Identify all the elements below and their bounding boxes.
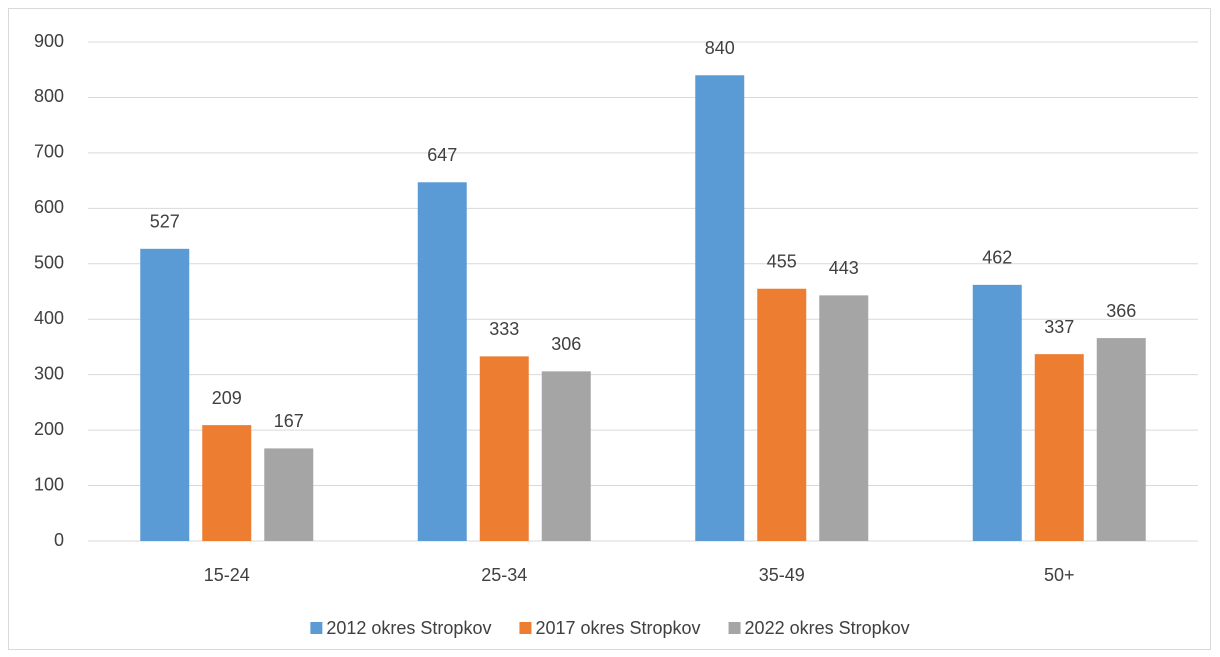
bar [972, 284, 1022, 541]
data-label: 443 [829, 258, 859, 278]
data-label: 366 [1106, 301, 1136, 321]
y-tick-label: 700 [34, 142, 64, 162]
data-label: 840 [705, 38, 735, 58]
y-tick-label: 200 [34, 419, 64, 439]
bar [140, 248, 190, 541]
x-tick-label: 35-49 [759, 565, 805, 585]
bar [202, 425, 252, 541]
bar [479, 356, 529, 541]
data-label: 337 [1044, 317, 1074, 337]
y-tick-label: 900 [34, 31, 64, 51]
bar [695, 75, 745, 542]
y-tick-label: 600 [34, 197, 64, 217]
legend-swatch [310, 622, 323, 634]
data-label: 462 [982, 248, 1012, 268]
y-tick-label: 800 [34, 86, 64, 106]
legend-label: 2017 okres Stropkov [535, 618, 700, 638]
data-label: 209 [212, 388, 242, 408]
data-label: 167 [274, 411, 304, 431]
legend-label: 2012 okres Stropkov [326, 618, 491, 638]
bar [757, 288, 807, 541]
bar [264, 448, 314, 541]
data-label: 455 [767, 251, 797, 271]
y-tick-label: 0 [54, 530, 64, 550]
y-tick-label: 100 [34, 474, 64, 494]
x-tick-label: 15-24 [204, 565, 250, 585]
data-label: 647 [427, 145, 457, 165]
bar [819, 295, 869, 541]
data-label: 306 [551, 334, 581, 354]
x-tick-label: 25-34 [481, 565, 527, 585]
data-label: 527 [150, 212, 180, 232]
bar [541, 371, 591, 541]
legend-swatch [519, 622, 532, 634]
bar [417, 182, 467, 541]
y-tick-label: 500 [34, 253, 64, 273]
y-tick-label: 400 [34, 308, 64, 328]
y-tick-label: 300 [34, 363, 64, 383]
bar [1034, 354, 1084, 541]
x-tick-label: 50+ [1044, 565, 1075, 585]
legend-label: 2022 okres Stropkov [745, 618, 910, 638]
legend-swatch [728, 622, 741, 634]
data-label: 333 [489, 319, 519, 339]
bar [1096, 338, 1146, 541]
